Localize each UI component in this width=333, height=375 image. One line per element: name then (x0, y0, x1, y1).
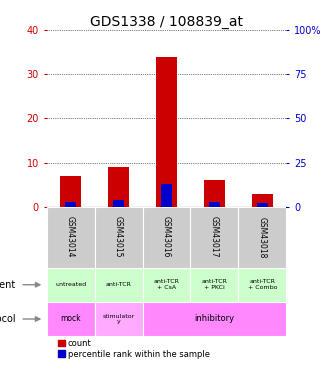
Bar (47, 268, 95, 302)
Text: anti-TCR
+ PKCi: anti-TCR + PKCi (201, 279, 227, 290)
Bar (238, 268, 286, 302)
Bar (204, 180, 225, 207)
Bar (252, 194, 273, 207)
Bar (108, 167, 129, 207)
Text: GSM43014: GSM43014 (66, 216, 75, 258)
Bar (95, 302, 143, 336)
Bar (47, 302, 95, 336)
Bar (238, 207, 286, 268)
Bar (95, 207, 143, 268)
Bar (60, 176, 81, 207)
Text: stimulator
y: stimulator y (103, 314, 135, 324)
Text: protocol: protocol (0, 314, 15, 324)
Text: GSM43017: GSM43017 (210, 216, 219, 258)
Bar (190, 207, 238, 268)
Bar (156, 57, 177, 207)
Text: anti-TCR: anti-TCR (106, 282, 132, 287)
Bar (161, 184, 172, 207)
Bar (113, 200, 124, 207)
Text: mock: mock (60, 315, 81, 324)
Bar (143, 207, 190, 268)
Bar (257, 203, 268, 207)
Bar (143, 302, 286, 336)
Text: untreated: untreated (55, 282, 86, 287)
Text: GSM43015: GSM43015 (114, 216, 123, 258)
Text: anti-TCR
+ CsA: anti-TCR + CsA (154, 279, 179, 290)
Bar (65, 201, 76, 207)
Bar (209, 202, 220, 207)
Text: anti-TCR
+ Combo: anti-TCR + Combo (248, 279, 277, 290)
Bar (95, 268, 143, 302)
Bar (143, 268, 190, 302)
Title: GDS1338 / 108839_at: GDS1338 / 108839_at (90, 15, 243, 29)
Text: GSM43016: GSM43016 (162, 216, 171, 258)
Text: GSM43018: GSM43018 (258, 216, 267, 258)
Text: inhibitory: inhibitory (194, 315, 234, 324)
Bar (47, 207, 95, 268)
Bar (190, 268, 238, 302)
Legend: count, percentile rank within the sample: count, percentile rank within the sample (58, 339, 210, 358)
Text: agent: agent (0, 280, 15, 290)
